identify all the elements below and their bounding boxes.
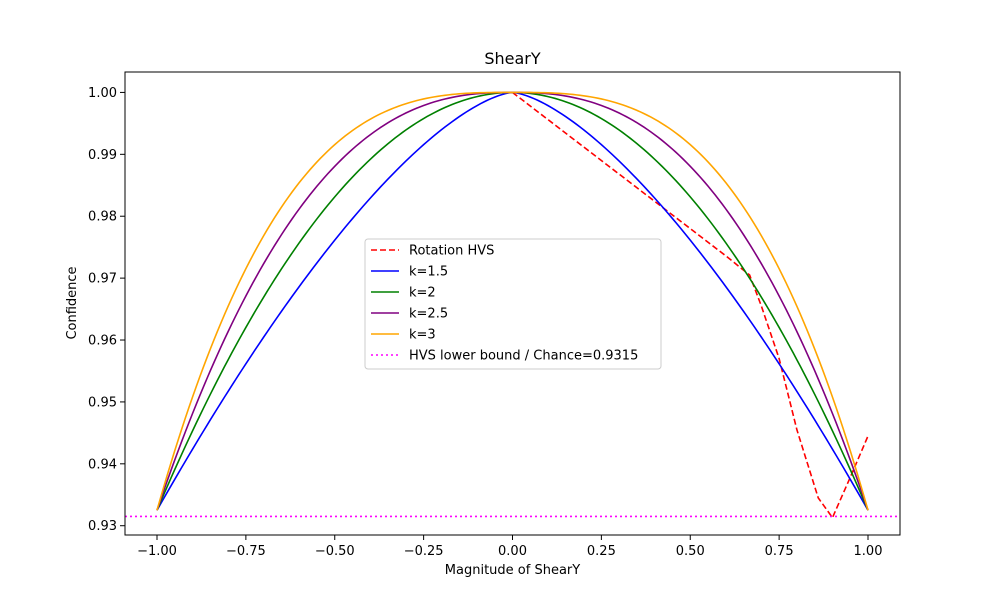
legend-box bbox=[364, 238, 662, 370]
y-tick-label: 0.96 bbox=[88, 334, 117, 349]
x-tick-label: −0.50 bbox=[315, 544, 355, 559]
legend-label-k-2-5: k=2.5 bbox=[409, 307, 448, 322]
legend-label-k-3: k=3 bbox=[409, 328, 436, 343]
legend-label-k-1-5: k=1.5 bbox=[409, 265, 448, 280]
x-tick-label: −0.75 bbox=[226, 544, 266, 559]
legend: Rotation HVS k=1.5 k=2 k=2.5 k=3 HVS lower bo… bbox=[364, 238, 662, 370]
legend-label-rotation-hvs: Rotation HVS bbox=[409, 244, 494, 259]
y-axis: 0.93 0.94 0.95 0.96 0.97 0.98 0.99 1.00 bbox=[88, 86, 125, 534]
legend-label-k-2: k=2 bbox=[409, 286, 436, 301]
x-tick-label: 0.00 bbox=[498, 544, 527, 559]
y-tick-label: 1.00 bbox=[88, 86, 117, 101]
y-tick-label: 0.95 bbox=[88, 395, 117, 410]
x-tick-label: −1.00 bbox=[137, 544, 177, 559]
x-tick-label: 0.50 bbox=[676, 544, 705, 559]
chart-title: ShearY bbox=[484, 49, 541, 68]
legend-label-hvs-lower-bound-chance-0-9315: HVS lower bound / Chance=0.9315 bbox=[409, 349, 638, 364]
y-tick-label: 0.98 bbox=[88, 210, 117, 225]
series-line-rotation-hvs bbox=[512, 91, 869, 520]
y-tick-label: 0.97 bbox=[88, 272, 117, 287]
plot-area bbox=[125, 91, 900, 520]
x-tick-label: 0.25 bbox=[587, 544, 616, 559]
y-axis-title: Confidence bbox=[65, 266, 80, 339]
y-tick-label: 0.99 bbox=[88, 148, 117, 163]
series-line-k-3 bbox=[156, 91, 869, 511]
y-tick-label: 0.93 bbox=[88, 519, 117, 534]
x-axis: −1.00 −0.75 −0.50 −0.25 0.00 0.25 0.50 0.75 1.00 bbox=[137, 535, 882, 559]
x-tick-label: −0.25 bbox=[404, 544, 444, 559]
plot-frame bbox=[124, 71, 901, 536]
x-tick-label: 0.75 bbox=[765, 544, 794, 559]
y-tick-label: 0.94 bbox=[88, 457, 117, 472]
x-axis-title: Magnitude of ShearY bbox=[445, 563, 580, 578]
x-tick-label: 1.00 bbox=[854, 544, 883, 559]
